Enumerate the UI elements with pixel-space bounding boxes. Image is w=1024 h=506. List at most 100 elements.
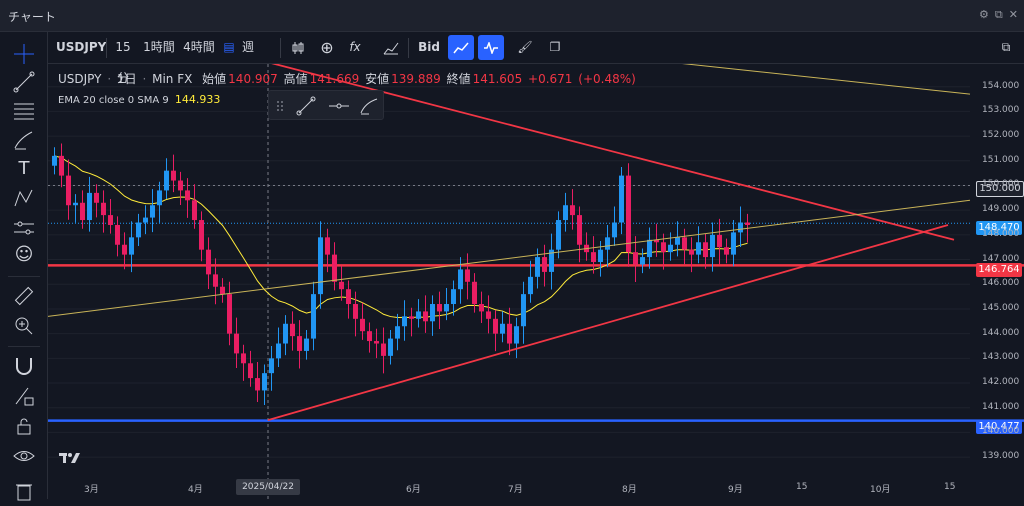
pulse-chart-button[interactable] — [478, 35, 504, 60]
magnet-icon[interactable] — [12, 354, 36, 378]
candle-body — [500, 323, 505, 334]
legend-change: +0.671 — [528, 72, 573, 86]
eye-icon[interactable] — [12, 444, 36, 468]
lock-drawing-icon[interactable] — [12, 384, 36, 408]
chart-legend: USDJPY · 1日 · Min FX 始値 140.907 高値 141.669… — [58, 72, 636, 86]
text-icon[interactable]: T — [18, 158, 30, 179]
price-chart[interactable] — [48, 64, 1024, 499]
interval-1h[interactable]: 1時間 — [143, 40, 175, 54]
toolbar-divider — [8, 346, 40, 347]
candle-body — [682, 237, 687, 250]
copy-layout-icon[interactable]: ❐ — [549, 40, 561, 54]
candle-body — [647, 239, 652, 258]
symbol-selector[interactable]: USDJPY — [56, 40, 107, 54]
price-tick-label: 151.000 — [982, 154, 1020, 165]
legend-low-label: 安値 — [365, 72, 390, 86]
candle-body — [416, 311, 421, 319]
candle-body — [143, 217, 148, 223]
legend-open-value: 140.907 — [228, 72, 278, 86]
candle-body — [472, 281, 477, 305]
legend-broker: Min FX — [152, 72, 193, 86]
trend-chart-button[interactable] — [448, 35, 474, 60]
time-tick-label: 15 — [796, 482, 808, 492]
close-icon[interactable]: ✕ — [1008, 8, 1018, 21]
horizontal-ray-icon[interactable] — [329, 103, 349, 109]
candle-body — [675, 237, 680, 245]
candle-body — [66, 175, 71, 206]
candle-body — [115, 224, 120, 245]
candle-body — [241, 353, 246, 364]
prediction-icon[interactable] — [12, 216, 36, 240]
price-tick-label: 145.000 — [982, 302, 1020, 313]
legend-change-pct: (+0.48%) — [578, 72, 636, 86]
time-tick-label: 9月 — [728, 485, 743, 495]
candle-body — [374, 341, 379, 344]
candle-body — [696, 242, 701, 255]
candle-body — [465, 269, 470, 282]
brush-icon[interactable] — [12, 128, 36, 152]
emoji-icon[interactable]: ☺ — [14, 244, 34, 265]
brush-tool-icon[interactable] — [360, 98, 378, 115]
crosshair-icon[interactable] — [12, 42, 36, 66]
trendline-icon[interactable] — [12, 70, 36, 94]
candle-body — [563, 205, 568, 221]
trendline-tool-icon[interactable] — [296, 96, 316, 116]
candle-body — [136, 222, 141, 238]
bid-toggle[interactable]: Bid — [418, 40, 440, 54]
calendar-icon[interactable]: ▤ — [223, 40, 235, 54]
candle-body — [52, 155, 57, 166]
interval-15m[interactable]: 15分 — [115, 40, 131, 85]
price-tick-label: 139.000 — [982, 451, 1020, 462]
long-term-trendline — [48, 199, 971, 317]
candle-body — [339, 281, 344, 290]
candle-type-icon[interactable] — [288, 32, 308, 63]
toolbar-divider — [8, 276, 40, 277]
pattern-icon[interactable] — [12, 186, 36, 210]
price-tick-label: 152.000 — [982, 130, 1020, 141]
candle-body — [437, 304, 442, 312]
drag-handle-icon[interactable] — [277, 101, 283, 111]
price-tick-label: 144.000 — [982, 327, 1020, 338]
legend-close-value: 141.605 — [472, 72, 523, 86]
lock-icon[interactable] — [12, 414, 36, 438]
layout-icon[interactable]: ⧉ — [1001, 40, 1011, 54]
price-tick-label: 143.000 — [982, 352, 1020, 363]
settings-icon[interactable]: ⚙ — [979, 8, 989, 21]
templates-icon[interactable] — [380, 32, 402, 63]
candle-body — [325, 237, 330, 255]
add-compare-icon[interactable]: ⊕ — [320, 38, 334, 57]
candle-body — [367, 331, 372, 342]
toolbar-divider — [408, 38, 409, 58]
price-tick-label: 153.000 — [982, 105, 1020, 116]
candle-body — [318, 237, 323, 295]
candle-body — [535, 257, 540, 277]
candle-body — [129, 237, 134, 255]
trash-icon[interactable] — [12, 478, 36, 502]
zoom-in-icon[interactable] — [12, 314, 36, 338]
candle-body — [150, 205, 155, 218]
chart-toolbar: USDJPY 15分 1時間 4時間 ▤ 週 ⊕ fx Bid 🖌 ❐ ⧉ — [48, 32, 1024, 85]
indicators-icon[interactable]: fx — [349, 40, 361, 54]
interval-4h[interactable]: 4時間 — [183, 40, 215, 54]
candle-body — [542, 257, 547, 272]
ruler-icon[interactable] — [12, 284, 36, 308]
fib-retracement-icon[interactable] — [12, 98, 36, 122]
candle-body — [577, 215, 582, 245]
candle-body — [598, 249, 603, 263]
legend-symbol[interactable]: USDJPY — [58, 72, 102, 86]
candle-body — [640, 257, 645, 265]
indicator-legend[interactable]: EMA 20 close 0 SMA 9 144.933 — [58, 93, 220, 106]
candle-body — [101, 202, 106, 216]
candle-body — [479, 304, 484, 312]
window-controls: ⚙ ⧉ ✕ — [979, 8, 1018, 22]
price-tick-label: 147.000 — [982, 253, 1020, 264]
candle-body — [276, 343, 281, 359]
interval-weekly[interactable]: 週 — [241, 40, 254, 54]
candle-body — [192, 200, 197, 221]
candle-body — [556, 220, 561, 250]
candle-body — [220, 286, 225, 295]
brush-icon[interactable]: 🖌 — [517, 40, 533, 54]
candle-body — [332, 254, 337, 282]
popout-icon[interactable]: ⧉ — [994, 8, 1003, 21]
candle-body — [661, 242, 666, 253]
